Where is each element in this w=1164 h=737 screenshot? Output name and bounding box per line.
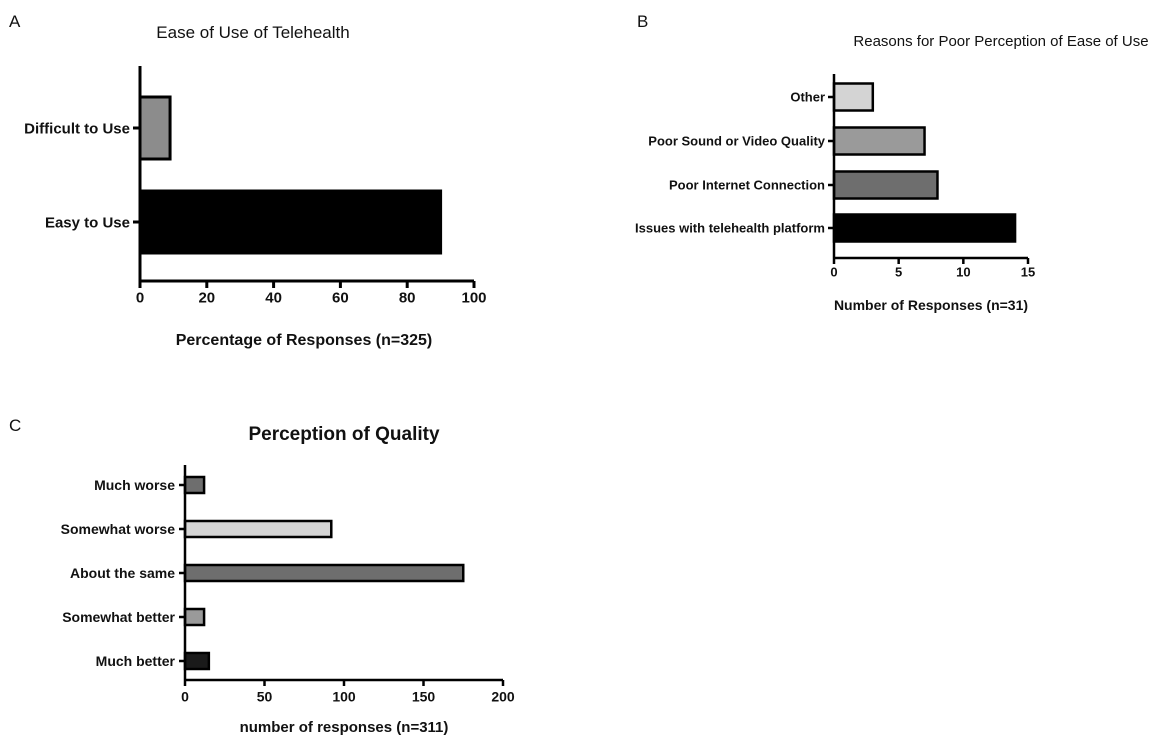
panel-c-x-tick-label: 50 bbox=[257, 688, 273, 704]
panel-b-x-tick-label: 15 bbox=[1021, 264, 1035, 279]
panel-c-category-label: Much better bbox=[96, 653, 176, 669]
panel-c-category-label: Much worse bbox=[94, 477, 175, 493]
panel-c-category-label: Somewhat better bbox=[62, 609, 175, 625]
panel-a-chart: Ease of Use of Telehealth Difficult to U… bbox=[24, 23, 486, 349]
panel-c-title: Perception of Quality bbox=[248, 424, 440, 445]
panel-a-x-tick-label: 60 bbox=[332, 290, 349, 307]
panel-a-x-tick-label: 100 bbox=[461, 290, 486, 307]
panel-a-title: Ease of Use of Telehealth bbox=[156, 23, 349, 42]
panel-c-x-tick-label: 100 bbox=[332, 688, 356, 704]
panel-c-plot-area: Much worse Somewhat worse About the same So… bbox=[61, 465, 515, 704]
panel-c-category-label: Somewhat worse bbox=[61, 521, 176, 537]
panel-c-bar bbox=[183, 651, 211, 671]
panel-b-bar bbox=[832, 170, 939, 200]
panel-c-bar bbox=[183, 563, 465, 583]
panel-c-chart: Perception of Quality Much worse Somewhat… bbox=[61, 424, 515, 736]
panel-c-x-axis-title: number of responses (n=311) bbox=[240, 719, 449, 736]
panel-a-x-axis-title: Percentage of Responses (n=325) bbox=[176, 332, 433, 349]
panel-c-x-tick-label: 200 bbox=[491, 688, 515, 704]
panel-a-category-label: Easy to Use bbox=[45, 214, 130, 231]
panel-a-category-label: Difficult to Use bbox=[24, 120, 130, 137]
panel-b-category-label: Other bbox=[790, 90, 825, 105]
panel-c-x-tick-label: 0 bbox=[181, 688, 189, 704]
panel-b-category-label: Poor Internet Connection bbox=[669, 178, 825, 193]
panel-letter-b: B bbox=[637, 12, 648, 31]
panel-a-bar bbox=[138, 189, 443, 255]
panel-b-x-tick-label: 0 bbox=[830, 264, 837, 279]
panel-b-category-label: Issues with telehealth platform bbox=[635, 221, 825, 236]
panel-c-bar bbox=[183, 607, 206, 627]
panel-a-x-tick-label: 80 bbox=[399, 290, 416, 307]
panel-c-category-label: About the same bbox=[70, 565, 175, 581]
panel-c-x-tick-label: 150 bbox=[412, 688, 436, 704]
panel-a-plot-area: Difficult to Use Easy to Use 0 20 40 60 80 100 bbox=[24, 66, 487, 307]
panel-a-x-tick-label: 40 bbox=[265, 290, 282, 307]
panel-letter-c: C bbox=[9, 416, 21, 435]
panel-b-plot-area: Other Poor Sound or Video Quality Poor Int… bbox=[635, 74, 1035, 279]
panel-b-bar bbox=[832, 126, 926, 156]
panel-b-x-tick-label: 5 bbox=[895, 264, 902, 279]
panel-b-bar bbox=[832, 213, 1017, 243]
panel-c-bar bbox=[183, 475, 206, 495]
panel-a-bar bbox=[138, 95, 172, 161]
panel-c-bar bbox=[183, 519, 333, 539]
panel-b-title: Reasons for Poor Perception of Ease of U… bbox=[853, 33, 1148, 50]
panel-b-bar bbox=[832, 82, 875, 112]
panel-a-x-tick-label: 0 bbox=[136, 290, 144, 307]
panel-a-x-tick-label: 20 bbox=[198, 290, 215, 307]
panel-b-x-axis-title: Number of Responses (n=31) bbox=[834, 297, 1028, 313]
panel-b-x-tick-label: 10 bbox=[956, 264, 970, 279]
panel-letter-a: A bbox=[9, 12, 21, 31]
panel-b-category-label: Poor Sound or Video Quality bbox=[648, 134, 825, 149]
panel-b-chart: Reasons for Poor Perception of Ease of U… bbox=[635, 33, 1149, 313]
